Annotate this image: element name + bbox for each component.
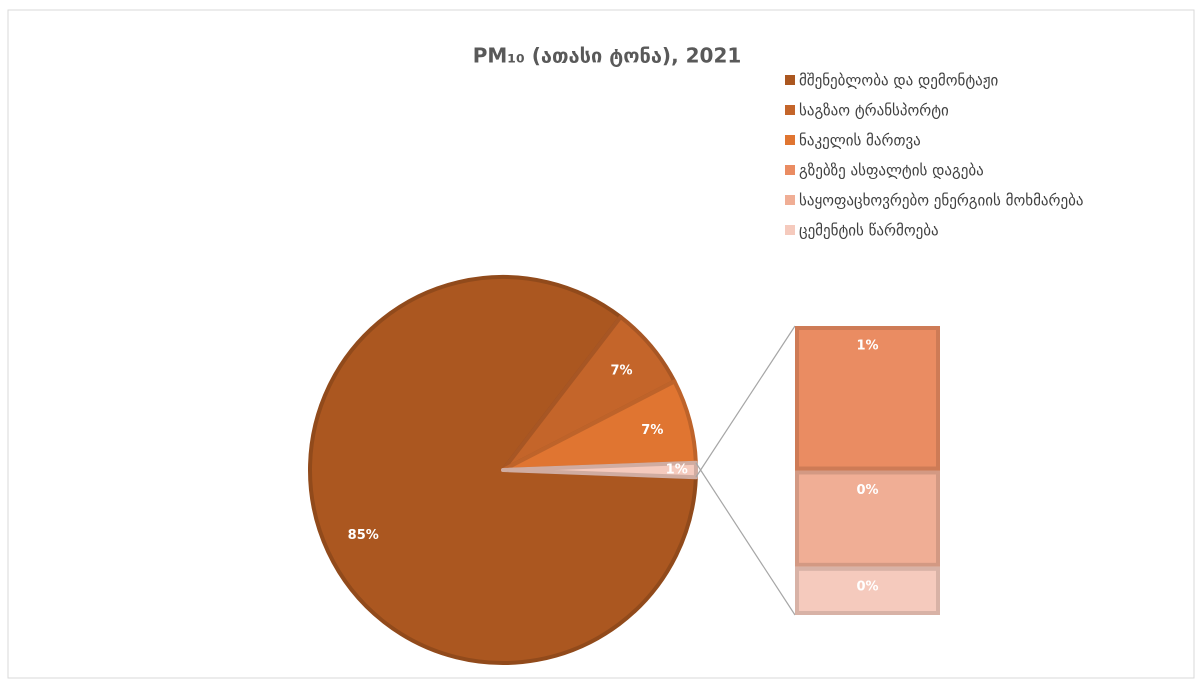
connector-line: [695, 325, 796, 478]
bar-segment: [795, 326, 940, 471]
legend-label: მშენებლობა და დემონტაჟი: [799, 72, 999, 90]
legend-swatch: [785, 165, 795, 175]
legend-swatch: [785, 75, 795, 85]
legend-swatch: [785, 195, 795, 205]
data-label: 0%: [856, 579, 878, 594]
data-label: 85%: [348, 528, 379, 543]
connector-line: [695, 462, 796, 616]
chart-title: PM₁₀ (ათასი ტონა), 2021: [473, 44, 742, 68]
data-label: 0%: [856, 483, 878, 498]
legend-label: ცემენტის წარმოება: [799, 222, 939, 240]
legend-label: საყოფაცხოვრებო ენერგიის მოხმარება: [799, 192, 1084, 210]
data-label: 1%: [856, 339, 878, 354]
legend-swatch: [785, 225, 795, 235]
bar-segment: [795, 470, 940, 567]
legend-label: გზებზე ასფალტის დაგება: [799, 162, 984, 180]
data-label: 1%: [666, 463, 688, 478]
bar-segment: [795, 566, 940, 615]
legend-swatch: [785, 135, 795, 145]
data-label: 7%: [610, 364, 632, 379]
legend-label: საგზაო ტრანსპორტი: [799, 102, 949, 120]
data-label: 7%: [641, 423, 663, 438]
legend-swatch: [785, 105, 795, 115]
legend-label: ნაკელის მართვა: [799, 132, 921, 150]
